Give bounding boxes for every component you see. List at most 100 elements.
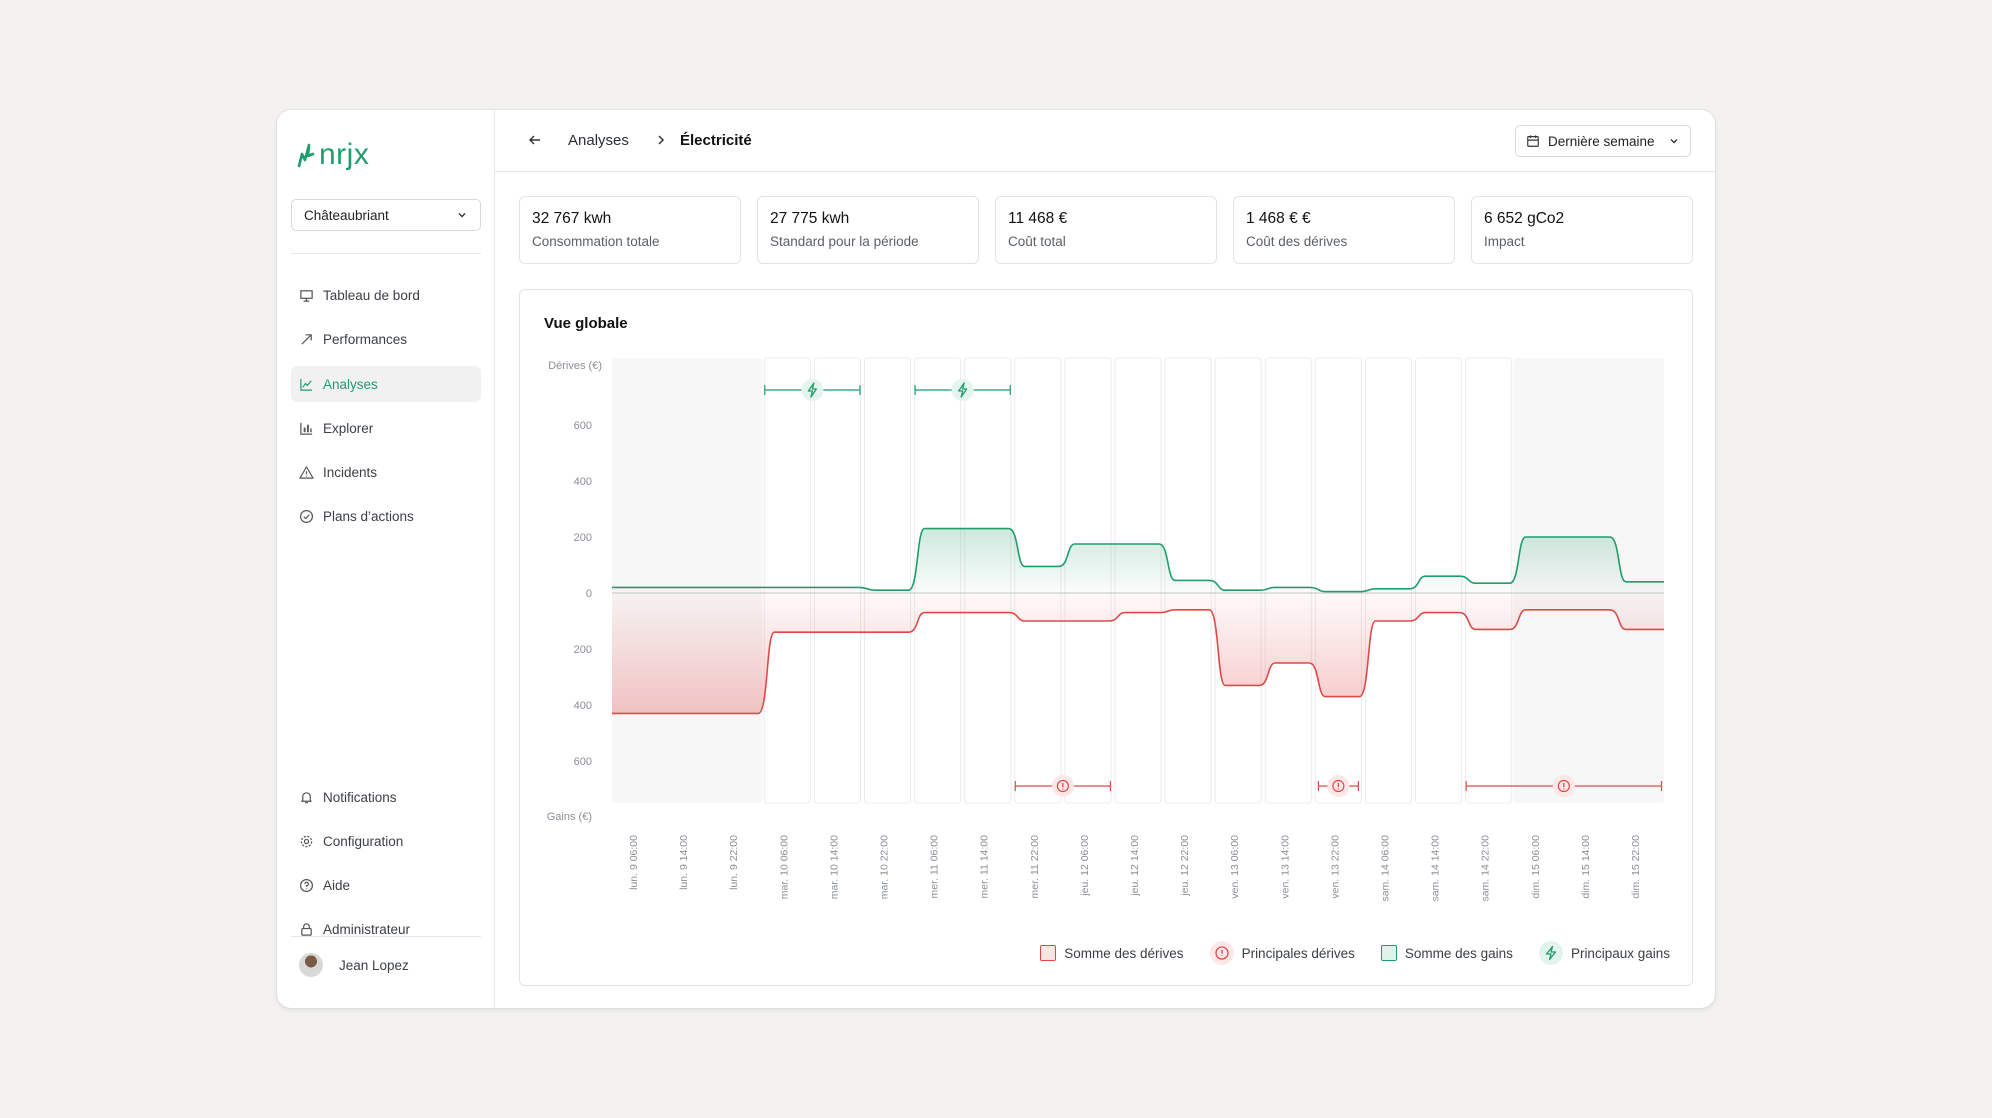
x-tick-label: ven. 13 06:00: [1229, 835, 1241, 899]
avatar: [299, 953, 323, 977]
warning-icon: [299, 465, 314, 479]
sidebar-item-label: Configuration: [323, 833, 404, 849]
x-tick-label: sam. 14 22:00: [1480, 835, 1492, 902]
kpi-label: Consommation totale: [532, 234, 660, 249]
sidebar-item-aide[interactable]: Aide: [291, 867, 481, 903]
sidebar-item-tableau-de-bord[interactable]: Tableau de bord: [291, 277, 481, 313]
kpi-card-standard: 27 775 kwh Standard pour la période: [757, 196, 979, 264]
chart-legend: Somme des dérives Principales dérives So…: [1040, 941, 1670, 965]
page-header: Analyses Électricité Dernière semaine: [495, 110, 1715, 172]
x-tick-label: ven. 13 14:00: [1279, 835, 1291, 899]
alert-circle-icon: [1332, 779, 1345, 793]
sidebar-item-notifications[interactable]: Notifications: [291, 779, 481, 815]
gain-marker-bg: [951, 379, 974, 401]
y-axis-label-bottom: Gains (€): [547, 811, 592, 823]
legend-label: Principaux gains: [1570, 945, 1670, 961]
x-tick-label: mar. 10 22:00: [879, 835, 891, 899]
legend-label: Somme des dérives: [1064, 945, 1184, 961]
chevron-right-icon: [658, 135, 665, 145]
sidebar-item-configuration[interactable]: Configuration: [291, 823, 481, 859]
time-column: [1214, 357, 1262, 804]
weekend-band: [612, 358, 763, 803]
kpi-value: 11 468 €: [1008, 210, 1068, 227]
lightning-icon: [1538, 941, 1563, 965]
legend-swatch-derives: [1040, 945, 1057, 961]
x-tick-label: ven. 13 22:00: [1329, 835, 1341, 899]
kpi-card-impact: 6 652 gCo2 Impact: [1471, 196, 1693, 264]
x-tick-label: dim. 15 06:00: [1530, 835, 1542, 899]
presentation-icon: [300, 289, 313, 302]
kpi-card-cout-derives: 1 468 € € Coût des dérives: [1233, 196, 1455, 264]
site-select[interactable]: Châteaubriant: [291, 199, 481, 231]
bar-chart-icon: [300, 422, 313, 435]
logo-mark-icon: [297, 143, 315, 168]
x-tick-label: mar. 10 06:00: [778, 835, 790, 899]
y-tick-label: 200: [574, 644, 592, 656]
back-arrow-icon[interactable]: [527, 132, 543, 148]
legend-label: Principales dérives: [1241, 945, 1355, 961]
kpi-label: Impact: [1484, 234, 1525, 249]
line-chart-icon: [300, 378, 313, 391]
sidebar-item-analyses[interactable]: Analyses: [291, 366, 481, 402]
user-name: Jean Lopez: [339, 957, 409, 973]
chart-title: Vue globale: [544, 315, 628, 332]
calendar-icon: [1527, 135, 1539, 147]
sidebar-item-label: Explorer: [323, 420, 374, 436]
x-tick-label: mer. 11 14:00: [979, 835, 991, 899]
kpi-value: 1 468 € €: [1246, 210, 1311, 227]
x-tick-label: sam. 14 14:00: [1430, 835, 1442, 902]
sidebar-item-administrateur[interactable]: Administrateur: [291, 911, 481, 947]
x-tick-label: sam. 14 06:00: [1379, 835, 1391, 902]
sidebar-item-label: Aide: [323, 877, 351, 893]
gain-marker-bg: [801, 379, 824, 401]
x-tick-label: mer. 11 06:00: [929, 835, 941, 899]
x-tick-label: jeu. 12 06:00: [1079, 835, 1091, 897]
sidebar-item-performances[interactable]: Performances: [291, 321, 481, 357]
trend-arrow-icon: [301, 333, 312, 345]
sidebar-item-incidents[interactable]: Incidents: [291, 454, 481, 490]
x-tick-label: dim. 15 14:00: [1580, 835, 1592, 899]
legend-item-principaux-gains[interactable]: Principaux gains: [1538, 941, 1670, 965]
help-circle-icon: [299, 878, 314, 892]
sidebar-item-plans-actions[interactable]: Plans d’actions: [291, 498, 481, 534]
logo[interactable]: nrjx: [297, 138, 369, 172]
breadcrumb-current: Électricité: [680, 132, 752, 149]
x-tick-label: mar. 10 14:00: [828, 835, 840, 899]
user-profile[interactable]: Jean Lopez: [299, 953, 409, 977]
y-tick-label: 600: [574, 420, 592, 432]
divider: [291, 936, 481, 937]
chevron-down-icon: [1670, 139, 1678, 144]
drift-gain-chart: Dérives (€) Gains (€) 600 400 200 0 200 400 600 l…: [547, 357, 1664, 902]
y-axis-label-top: Dérives (€): [548, 360, 602, 372]
sidebar-item-label: Incidents: [323, 464, 378, 480]
legend-item-gains[interactable]: Somme des gains: [1380, 945, 1513, 961]
time-column: [1264, 357, 1312, 804]
time-column: [1314, 357, 1362, 804]
kpi-value: 6 652 gCo2: [1484, 210, 1565, 227]
drifts-area: [612, 593, 1664, 714]
kpi-label: Coût des dérives: [1246, 234, 1348, 249]
sidebar-item-label: Performances: [323, 331, 408, 347]
lightning-icon: [958, 382, 968, 398]
time-column: [863, 357, 912, 804]
lightning-icon: [807, 382, 818, 398]
x-tick-label: mer. 11 22:00: [1029, 835, 1041, 899]
breadcrumb-analyses[interactable]: Analyses: [568, 132, 629, 149]
time-column: [1364, 357, 1413, 804]
time-column: [1465, 357, 1513, 804]
drifts-line: [612, 609, 1664, 715]
sidebar-item-explorer[interactable]: Explorer: [291, 410, 481, 446]
sidebar-item-label: Analyses: [323, 376, 378, 392]
kpi-card-cout-total: 11 468 € Coût total: [995, 196, 1217, 264]
sidebar-item-label: Tableau de bord: [323, 287, 420, 303]
bell-icon: [301, 791, 312, 803]
alert-circle-icon: [1056, 779, 1069, 793]
legend-item-principales-derives[interactable]: Principales dérives: [1209, 941, 1355, 965]
y-tick-label: 0: [586, 588, 592, 600]
legend-item-derives[interactable]: Somme des dérives: [1040, 945, 1184, 961]
date-range-select[interactable]: Dernière semaine: [1515, 125, 1691, 157]
time-column: [763, 357, 811, 804]
alert-circle-icon: [1557, 779, 1570, 793]
lock-icon: [301, 922, 312, 936]
x-tick-label: lun. 9 14:00: [678, 835, 690, 890]
